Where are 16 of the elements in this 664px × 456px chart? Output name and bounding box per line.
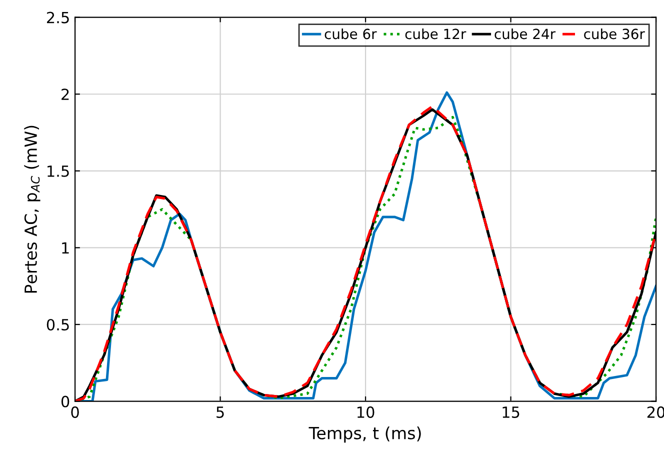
legend-label: cube 24r [494, 28, 556, 40]
x-tick-label: 5 [216, 406, 224, 418]
y-tick-label: 1.5 [48, 166, 69, 177]
x-axis-title: Temps, t (ms) [308, 426, 421, 443]
y-axis-title: Pertes AC, p$_{AC}$ (mW) [24, 126, 40, 293]
x-tick-label: 0 [71, 406, 79, 418]
y-tick-label: 0.5 [46, 318, 69, 331]
y-tick-label: 1 [62, 242, 69, 254]
legend-label: cube 6r [324, 28, 377, 40]
y-tick-label: 2.5 [46, 12, 69, 24]
legend-label: cube 12r [405, 28, 466, 40]
x-tick-label: 10 [357, 406, 374, 418]
y-tick-label: 0 [61, 396, 70, 408]
y-tick-label: 2 [62, 88, 69, 100]
legend-label: cube 36r [584, 28, 645, 40]
x-tick-label: 15 [502, 406, 520, 418]
